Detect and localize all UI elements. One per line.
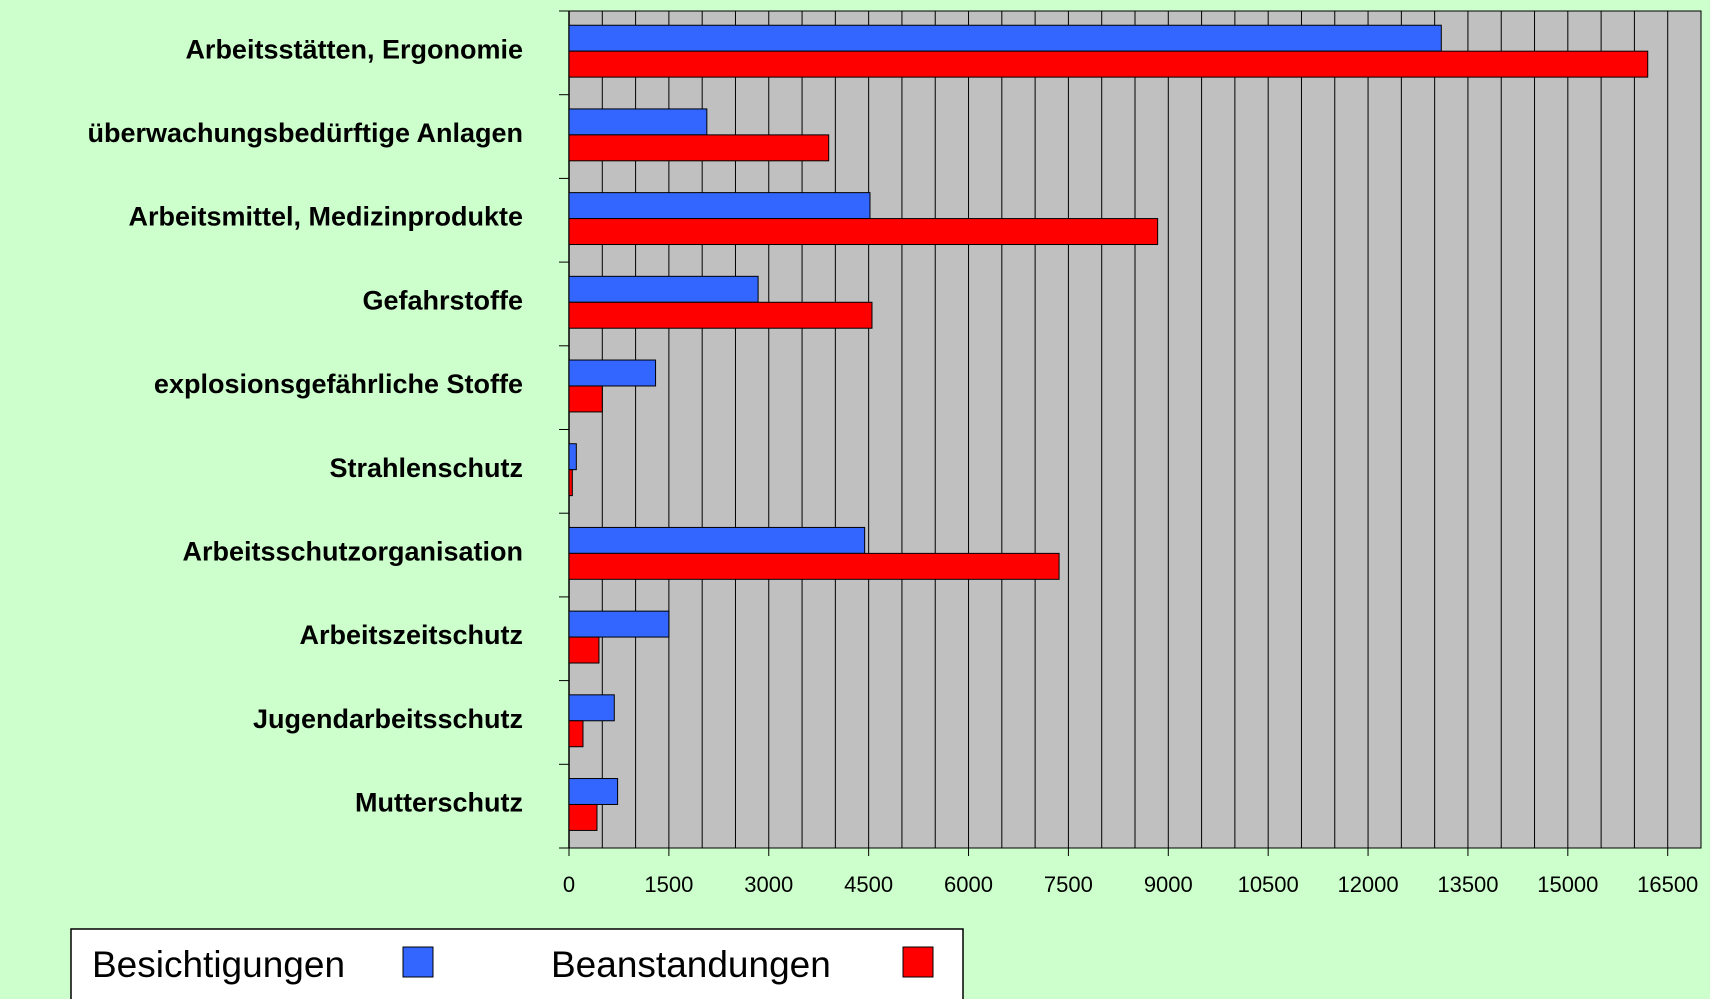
bar xyxy=(568,275,759,303)
bar xyxy=(568,720,584,748)
bar xyxy=(568,469,573,497)
x-tick-label: 12000 xyxy=(1337,872,1398,897)
x-tick-label: 16500 xyxy=(1637,872,1698,897)
category-label: Strahlenschutz xyxy=(329,453,523,483)
x-tick-label: 13500 xyxy=(1437,872,1498,897)
bar xyxy=(568,694,615,722)
x-tick-label: 7500 xyxy=(1044,872,1093,897)
category-label: Mutterschutz xyxy=(355,788,523,818)
x-tick-label: 15000 xyxy=(1537,872,1598,897)
bar xyxy=(568,218,1159,246)
legend-swatch xyxy=(902,946,934,978)
bar xyxy=(568,778,619,805)
bar xyxy=(568,803,598,831)
x-tick-label: 10500 xyxy=(1238,872,1299,897)
x-tick-label: 0 xyxy=(563,872,575,897)
bar xyxy=(568,50,1649,78)
bar xyxy=(568,610,670,638)
category-label: überwachungsbedürftige Anlagen xyxy=(87,118,523,148)
x-tick-label: 3000 xyxy=(744,872,793,897)
legend-swatch xyxy=(402,946,434,978)
bar xyxy=(568,192,871,220)
x-tick-label: 4500 xyxy=(844,872,893,897)
bar xyxy=(568,385,603,413)
bar xyxy=(568,108,708,136)
bar xyxy=(568,552,1060,580)
category-label: explosionsgefährliche Stoffe xyxy=(154,369,523,399)
x-tick-label: 9000 xyxy=(1144,872,1193,897)
category-label: Arbeitszeitschutz xyxy=(299,620,523,650)
legend-box xyxy=(70,928,964,999)
category-label: Gefahrstoffe xyxy=(362,285,523,315)
bar xyxy=(568,134,830,162)
bar xyxy=(568,526,866,554)
legend-label: Beanstandungen xyxy=(551,944,831,985)
bar xyxy=(568,24,1442,52)
x-tick-label: 1500 xyxy=(644,872,693,897)
legend-label: Besichtigungen xyxy=(92,944,345,985)
x-tick-label: 6000 xyxy=(944,872,993,897)
bar xyxy=(568,443,577,471)
bar xyxy=(568,636,600,664)
bar xyxy=(568,301,873,329)
category-label: Jugendarbeitsschutz xyxy=(253,704,523,734)
category-label: Arbeitsstätten, Ergonomie xyxy=(185,34,523,64)
category-label: Arbeitsmittel, Medizinprodukte xyxy=(128,202,523,232)
bar xyxy=(568,359,657,387)
category-label: Arbeitsschutzorganisation xyxy=(182,537,523,567)
